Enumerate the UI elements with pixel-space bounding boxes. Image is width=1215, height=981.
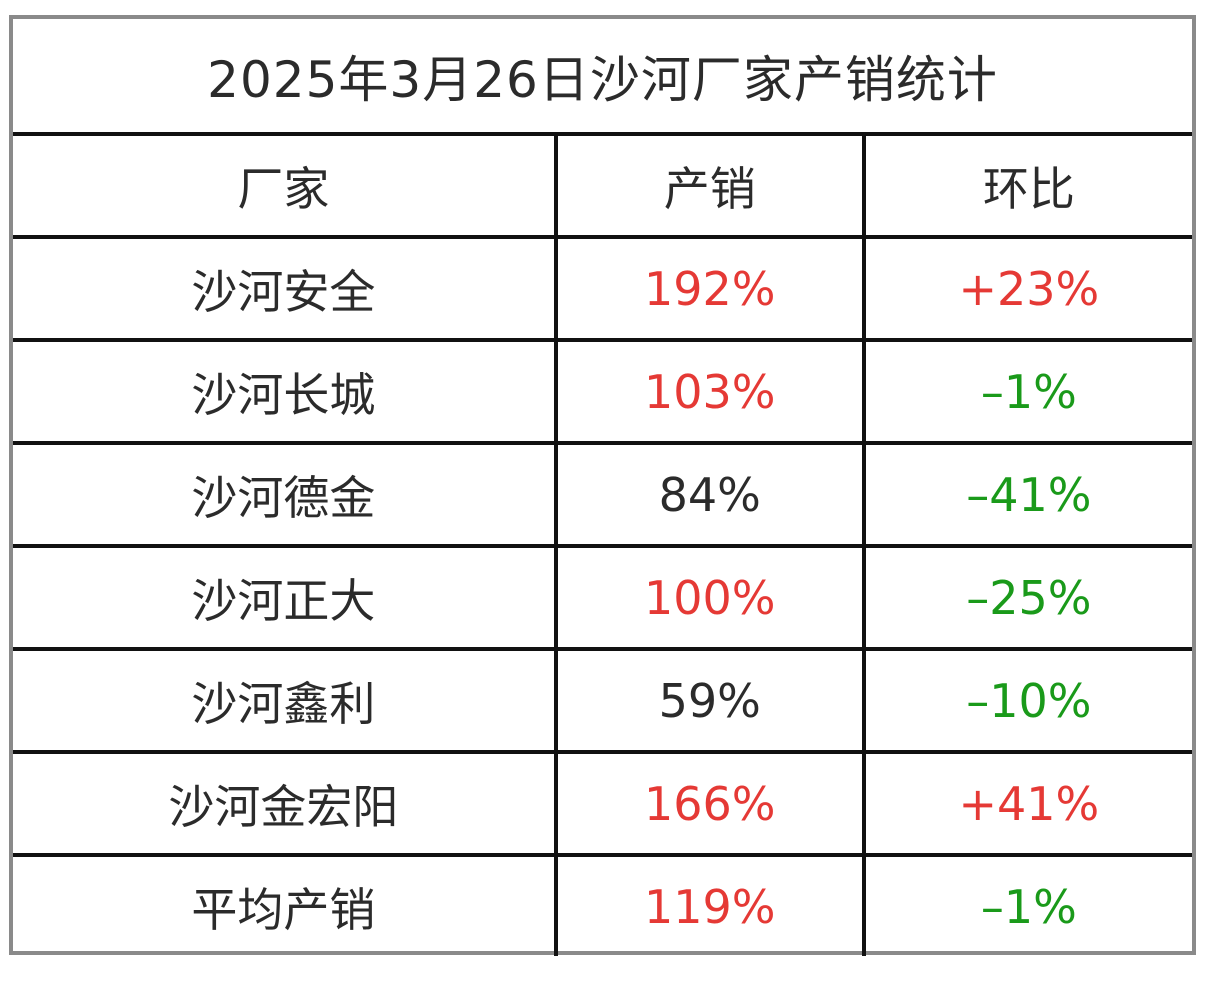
output-value: 119% <box>553 853 864 956</box>
change-value: +23% <box>861 235 1192 340</box>
change-value: –1% <box>861 853 1192 956</box>
header-output: 产销 <box>553 136 864 237</box>
table-row: 沙河金宏阳 166% +41% <box>13 750 1192 855</box>
change-value: +41% <box>861 750 1192 855</box>
change-value: –10% <box>861 647 1192 752</box>
factory-name: 沙河安全 <box>13 235 556 340</box>
output-value: 59% <box>553 647 864 752</box>
table-row: 沙河安全 192% +23% <box>13 235 1192 340</box>
table-row: 沙河长城 103% –1% <box>13 338 1192 443</box>
factory-name: 沙河鑫利 <box>13 647 556 752</box>
change-value: –25% <box>861 544 1192 649</box>
header-change: 环比 <box>861 136 1192 237</box>
header-factory: 厂家 <box>237 161 330 216</box>
table-row: 沙河鑫利 59% –10% <box>13 647 1192 752</box>
table-row: 沙河德金 84% –41% <box>13 441 1192 546</box>
output-value: 166% <box>553 750 864 855</box>
output-value: 100% <box>553 544 864 649</box>
factory-name: 沙河长城 <box>13 338 556 443</box>
output-value: 103% <box>553 338 864 443</box>
factory-name: 沙河正大 <box>13 544 556 649</box>
average-row: 平均产销 119% –1% <box>13 853 1192 956</box>
stats-table: 厂家 产销 环比 沙河安全 192% +23% 沙河长城 103% –1% 沙河… <box>13 136 1192 956</box>
factory-name: 沙河德金 <box>13 441 556 546</box>
stats-table-frame: 2025年3月26日沙河厂家产销统计 厂家 产销 环比 沙河安全 192% +2… <box>9 15 1196 956</box>
table-title: 2025年3月26日沙河厂家产销统计 <box>13 19 1192 136</box>
header-row: 厂家 产销 环比 <box>13 136 1192 237</box>
change-value: –1% <box>861 338 1192 443</box>
change-value: –41% <box>861 441 1192 546</box>
factory-name: 平均产销 <box>13 853 556 956</box>
table-row: 沙河正大 100% –25% <box>13 544 1192 649</box>
output-value: 192% <box>553 235 864 340</box>
output-value: 84% <box>553 441 864 546</box>
factory-name: 沙河金宏阳 <box>13 750 556 855</box>
